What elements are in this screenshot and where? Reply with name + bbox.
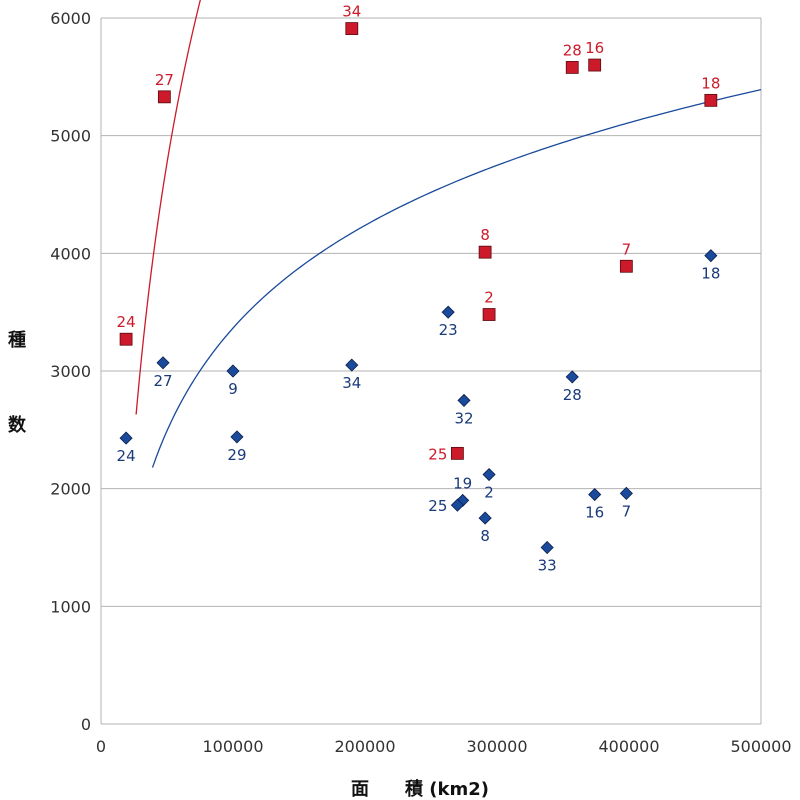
square-point-18 — [704, 93, 718, 107]
diamond-label-32: 32 — [454, 409, 473, 427]
x-tick-label-100000: 100000 — [202, 737, 263, 756]
diamond-label-29: 29 — [227, 446, 246, 464]
diamond-point-16 — [588, 487, 602, 502]
y-tick-label-3000: 3000 — [50, 362, 91, 381]
trend-line-diamond — [151, 89, 762, 468]
y-axis-title-char-1: 種 — [8, 329, 26, 351]
square-point-34 — [345, 22, 359, 35]
diamond-point-32 — [457, 393, 471, 407]
tick-labels: 0 1000 2000 3000 4000 5000 6000 0 100000 200000 30… — [50, 9, 791, 756]
square-label-24: 24 — [117, 313, 136, 331]
square-label-2: 2 — [484, 289, 494, 307]
y-tick-label-1000: 1000 — [50, 597, 91, 616]
x-tick-label-500000: 500000 — [730, 737, 791, 756]
diamond-label-23: 23 — [439, 321, 458, 339]
square-point-16 — [588, 58, 602, 72]
diamond-label-9: 9 — [228, 380, 238, 398]
diamond-point-18 — [704, 249, 718, 263]
diamond-point-34 — [345, 358, 359, 372]
y-tick-label-4000: 4000 — [50, 244, 91, 263]
diamond-point-25 — [450, 498, 464, 512]
diamond-label-8: 8 — [480, 527, 490, 545]
square-label-28: 28 — [563, 41, 582, 59]
x-tick-label-200000: 200000 — [334, 737, 395, 756]
diamond-point-27 — [156, 356, 170, 370]
diamond-label-25: 25 — [428, 497, 447, 515]
diamond-label-27: 27 — [153, 372, 172, 390]
square-point-28 — [565, 61, 579, 74]
data-points — [119, 22, 718, 555]
y-axis-title-char-2: 数 — [8, 414, 27, 436]
square-label-18: 18 — [701, 74, 720, 92]
square-label-25: 25 — [428, 445, 447, 463]
square-label-34: 34 — [342, 3, 361, 21]
y-tick-label-0: 0 — [81, 715, 91, 734]
diamond-point-23 — [441, 305, 455, 319]
diamond-point-28 — [565, 370, 579, 384]
square-point-8 — [478, 245, 492, 259]
diamond-label-2: 2 — [484, 484, 494, 502]
square-label-8: 8 — [480, 226, 490, 244]
y-tick-label-5000: 5000 — [50, 127, 91, 146]
axes — [100, 18, 762, 725]
diamond-label-16: 16 — [585, 504, 604, 522]
diamond-label-18: 18 — [701, 265, 720, 283]
square-point-2 — [482, 308, 496, 321]
y-tick-label-6000: 6000 — [50, 9, 91, 28]
gridlines — [101, 17, 761, 607]
diamond-label-24: 24 — [117, 447, 136, 465]
square-point-25 — [450, 446, 464, 460]
x-tick-label-0: 0 — [96, 737, 106, 756]
x-tick-label-400000: 400000 — [598, 737, 659, 756]
square-point-27 — [157, 90, 171, 104]
square-label-27: 27 — [155, 71, 174, 89]
square-point-7 — [619, 259, 633, 273]
square-label-7: 7 — [622, 240, 632, 258]
trend-line-square — [135, 0, 201, 415]
diamond-point-9 — [226, 364, 240, 378]
diamond-point-2 — [482, 467, 496, 482]
diamond-point-8 — [478, 511, 492, 525]
diamond-point-33 — [540, 540, 554, 555]
trend-lines — [135, 0, 762, 468]
diamond-point-29 — [230, 430, 244, 444]
square-label-16: 16 — [585, 39, 604, 57]
diamond-label-7: 7 — [622, 502, 632, 520]
x-tick-label-300000: 300000 — [466, 737, 527, 756]
diamond-label-28: 28 — [563, 386, 582, 404]
diamond-point-7 — [619, 486, 633, 500]
x-axis-title: 面 積 (km2) — [351, 778, 489, 800]
diamond-label-19: 19 — [453, 474, 472, 492]
diamond-point-24 — [119, 431, 133, 445]
diamond-label-33: 33 — [538, 557, 557, 575]
diamond-label-34: 34 — [342, 374, 361, 392]
square-point-24 — [119, 332, 133, 346]
y-tick-label-2000: 2000 — [50, 480, 91, 499]
